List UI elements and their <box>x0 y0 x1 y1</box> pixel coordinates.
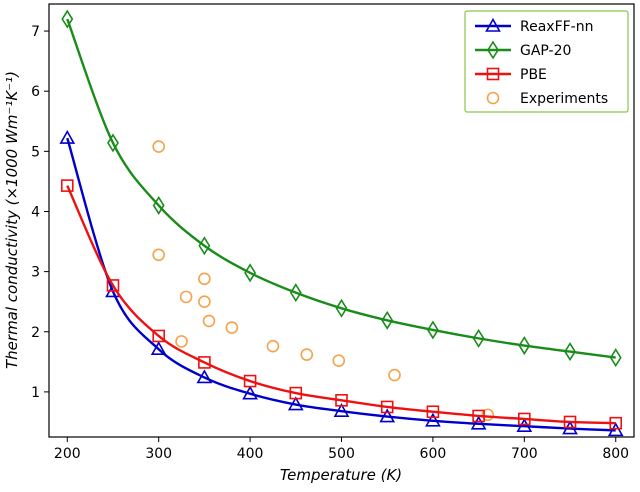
y-axis-label: Thermal conductivity (×1000 Wm⁻¹K⁻¹) <box>3 71 21 369</box>
x-tick-label: 500 <box>328 446 355 462</box>
legend-box <box>464 10 629 113</box>
data-point <box>516 418 533 432</box>
legend-item: GAP-20 <box>475 40 571 60</box>
data-point <box>379 408 396 423</box>
series-pbe <box>60 179 623 430</box>
x-tick-label: 400 <box>237 446 264 462</box>
data-point <box>198 356 211 369</box>
y-tick-label: 7 <box>31 24 40 40</box>
data-point <box>289 283 302 303</box>
legend-label: ReaxFF-nn <box>520 19 593 35</box>
data-point <box>335 394 348 407</box>
data-point <box>607 422 624 437</box>
legend-label: PBE <box>520 67 547 83</box>
data-point <box>335 298 348 318</box>
data-point <box>198 295 211 308</box>
data-point <box>518 412 531 426</box>
data-point <box>300 348 314 361</box>
x-tick-label: 300 <box>145 446 172 462</box>
data-point <box>266 339 280 353</box>
y-tick-label: 2 <box>31 325 40 341</box>
series-experiments <box>152 140 495 422</box>
x-axis-label: Temperature (K) <box>280 466 402 484</box>
data-point <box>380 400 394 414</box>
data-point <box>242 385 258 400</box>
y-tick-label: 3 <box>31 265 40 281</box>
data-point <box>106 279 120 292</box>
legend-marker <box>486 91 500 105</box>
data-point <box>518 336 531 356</box>
data-point <box>61 9 74 29</box>
legend-marker <box>486 67 500 81</box>
y-tick-label: 1 <box>31 385 40 401</box>
data-point <box>152 140 165 153</box>
series-line <box>66 18 616 359</box>
data-point <box>563 415 577 429</box>
legend-item: ReaxFF-nn <box>475 17 593 35</box>
x-tick-label: 800 <box>602 446 629 462</box>
data-point <box>152 195 165 215</box>
data-point <box>426 405 440 419</box>
data-point <box>564 342 576 362</box>
legend: ReaxFF-nn GAP-20 PBE Experiments <box>464 10 629 113</box>
data-point <box>198 272 211 286</box>
ticks-layer: 200 300 400 500 600 700 800 1 2 3 4 5 6 7 <box>31 24 629 462</box>
x-tick-label: 700 <box>511 446 538 462</box>
data-point <box>175 335 188 348</box>
data-point <box>60 179 74 192</box>
data-point <box>333 403 350 417</box>
data-point <box>609 416 623 430</box>
data-point <box>481 408 495 422</box>
data-point <box>289 386 303 400</box>
data-point <box>472 409 485 423</box>
data-point <box>150 341 167 355</box>
data-point <box>244 263 257 283</box>
legend-item: Experiments <box>486 91 608 107</box>
data-point <box>381 310 394 330</box>
data-point <box>59 129 76 144</box>
data-point <box>470 415 487 430</box>
series-line <box>66 137 616 432</box>
y-tick-label: 6 <box>31 84 40 100</box>
data-point <box>196 369 213 384</box>
data-point <box>332 354 346 367</box>
series-line <box>66 185 616 425</box>
data-point <box>202 314 216 328</box>
data-point <box>425 412 441 427</box>
y-tick-label: 4 <box>31 204 40 220</box>
legend-marker <box>487 40 499 60</box>
data-point <box>107 133 119 153</box>
data-point <box>152 248 165 262</box>
data-point <box>243 374 257 388</box>
data-point <box>152 329 165 343</box>
legend-item: PBE <box>475 67 547 83</box>
legend-marker <box>485 17 501 32</box>
data-point <box>426 320 439 340</box>
legend-label: Experiments <box>520 91 608 107</box>
data-point <box>287 396 304 411</box>
x-tick-label: 200 <box>54 446 81 462</box>
data-point <box>388 368 401 382</box>
data-point <box>225 321 239 334</box>
series-gap-20 <box>61 9 622 368</box>
data-point <box>472 328 485 348</box>
data-point <box>609 348 622 368</box>
series-reaxff-nn <box>59 129 624 437</box>
series-layer <box>59 9 624 437</box>
y-tick-label: 5 <box>31 144 40 160</box>
data-point <box>179 290 193 304</box>
legend-label: GAP-20 <box>520 43 571 59</box>
x-tick-label: 600 <box>420 446 447 462</box>
data-point <box>198 236 211 256</box>
